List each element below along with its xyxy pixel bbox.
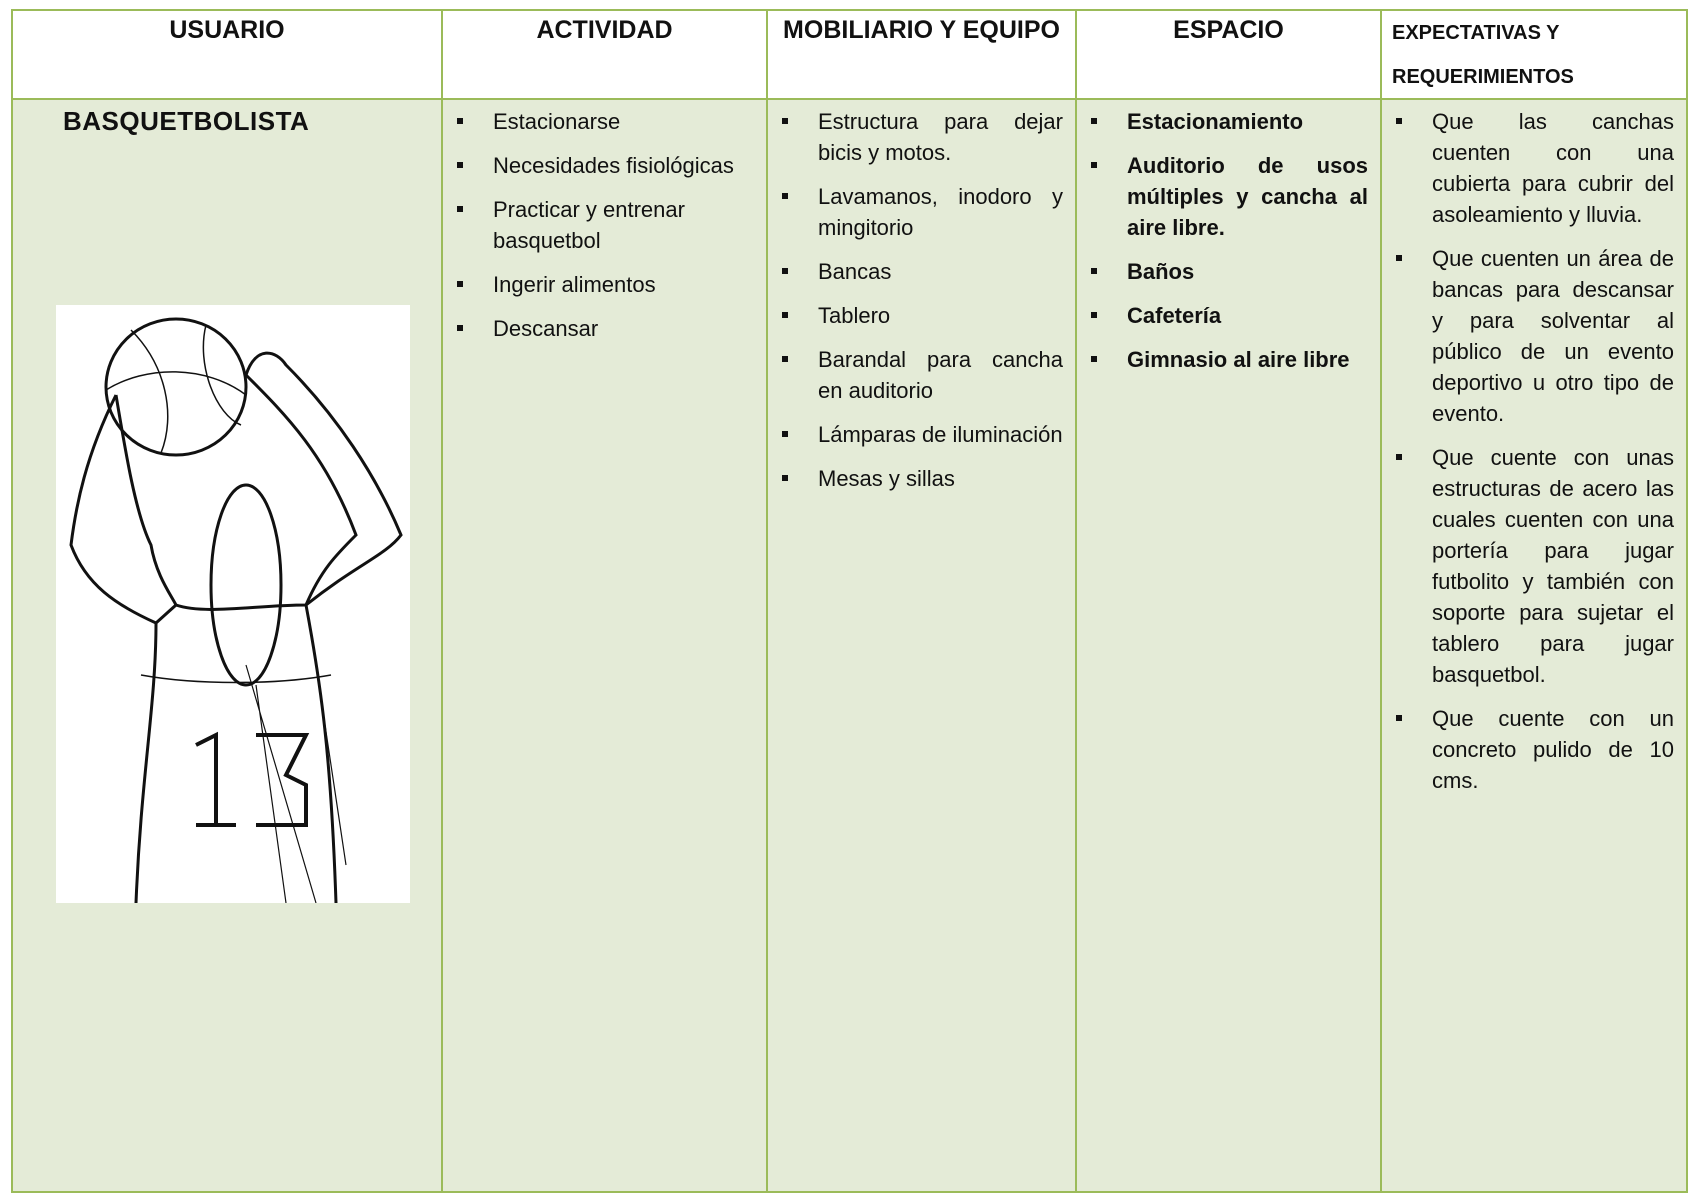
actividad-list: Estacionarse Necesidades fisiológicas Prac… <box>457 106 754 357</box>
mobiliario-item: Mesas y sillas <box>782 463 1063 494</box>
expectativas-list: Que las canchas cuenten con una cubierta… <box>1396 106 1674 809</box>
body-cell: Estructura para dejar bicis y motos. Lava… <box>766 98 1077 1193</box>
mobiliario-item: Bancas <box>782 256 1063 287</box>
actividad-item: Descansar <box>457 313 754 344</box>
header-cell: EXPECTATIVAS Y REQUERIMIENTOS <box>1380 9 1688 100</box>
mobiliario-item: Tablero <box>782 300 1063 331</box>
mobiliario-item: Barandal para cancha en auditorio <box>782 344 1063 406</box>
espacio-list: Estacionamiento Auditorio de usos múltipl… <box>1091 106 1368 388</box>
actividad-item: Ingerir alimentos <box>457 269 754 300</box>
header-cell: USUARIO <box>11 9 443 100</box>
body-cell: BASQUETBOLISTA <box>11 98 443 1193</box>
expectativas-item: Que las canchas cuenten con una cubierta… <box>1396 106 1674 230</box>
mobiliario-item: Lavamanos, inodoro y mingitorio <box>782 181 1063 243</box>
mobiliario-list: Estructura para dejar bicis y motos. Lava… <box>782 106 1063 507</box>
player-illustration <box>56 305 410 903</box>
espacio-item: Gimnasio al aire libre <box>1091 344 1368 375</box>
espacio-item: Estacionamiento <box>1091 106 1368 137</box>
expectativas-item: Que cuenten un área de bancas para desca… <box>1396 243 1674 429</box>
mobiliario-item: Lámparas de iluminación <box>782 419 1063 450</box>
body-cell: Que las canchas cuenten con una cubierta… <box>1380 98 1688 1193</box>
espacio-item: Baños <box>1091 256 1368 287</box>
mobiliario-item: Estructura para dejar bicis y motos. <box>782 106 1063 168</box>
actividad-item: Estacionarse <box>457 106 754 137</box>
header-cell: ESPACIO <box>1075 9 1382 100</box>
expectativas-item: Que cuente con unas estructuras de acero… <box>1396 442 1674 690</box>
header-cell: ACTIVIDAD <box>441 9 768 100</box>
body-cell: Estacionarse Necesidades fisiológicas Prac… <box>441 98 768 1193</box>
espacio-item: Cafetería <box>1091 300 1368 331</box>
actividad-item: Necesidades fisiológicas <box>457 150 754 181</box>
header-cell: MOBILIARIO Y EQUIPO <box>766 9 1077 100</box>
actividad-item: Practicar y entrenar basquetbol <box>457 194 754 256</box>
user-name: BASQUETBOLISTA <box>63 106 310 136</box>
espacio-item: Auditorio de usos múltiples y cancha al … <box>1091 150 1368 243</box>
expectativas-item: Que cuente con un concreto pulido de 10 … <box>1396 703 1674 796</box>
body-cell: Estacionamiento Auditorio de usos múltipl… <box>1075 98 1382 1193</box>
